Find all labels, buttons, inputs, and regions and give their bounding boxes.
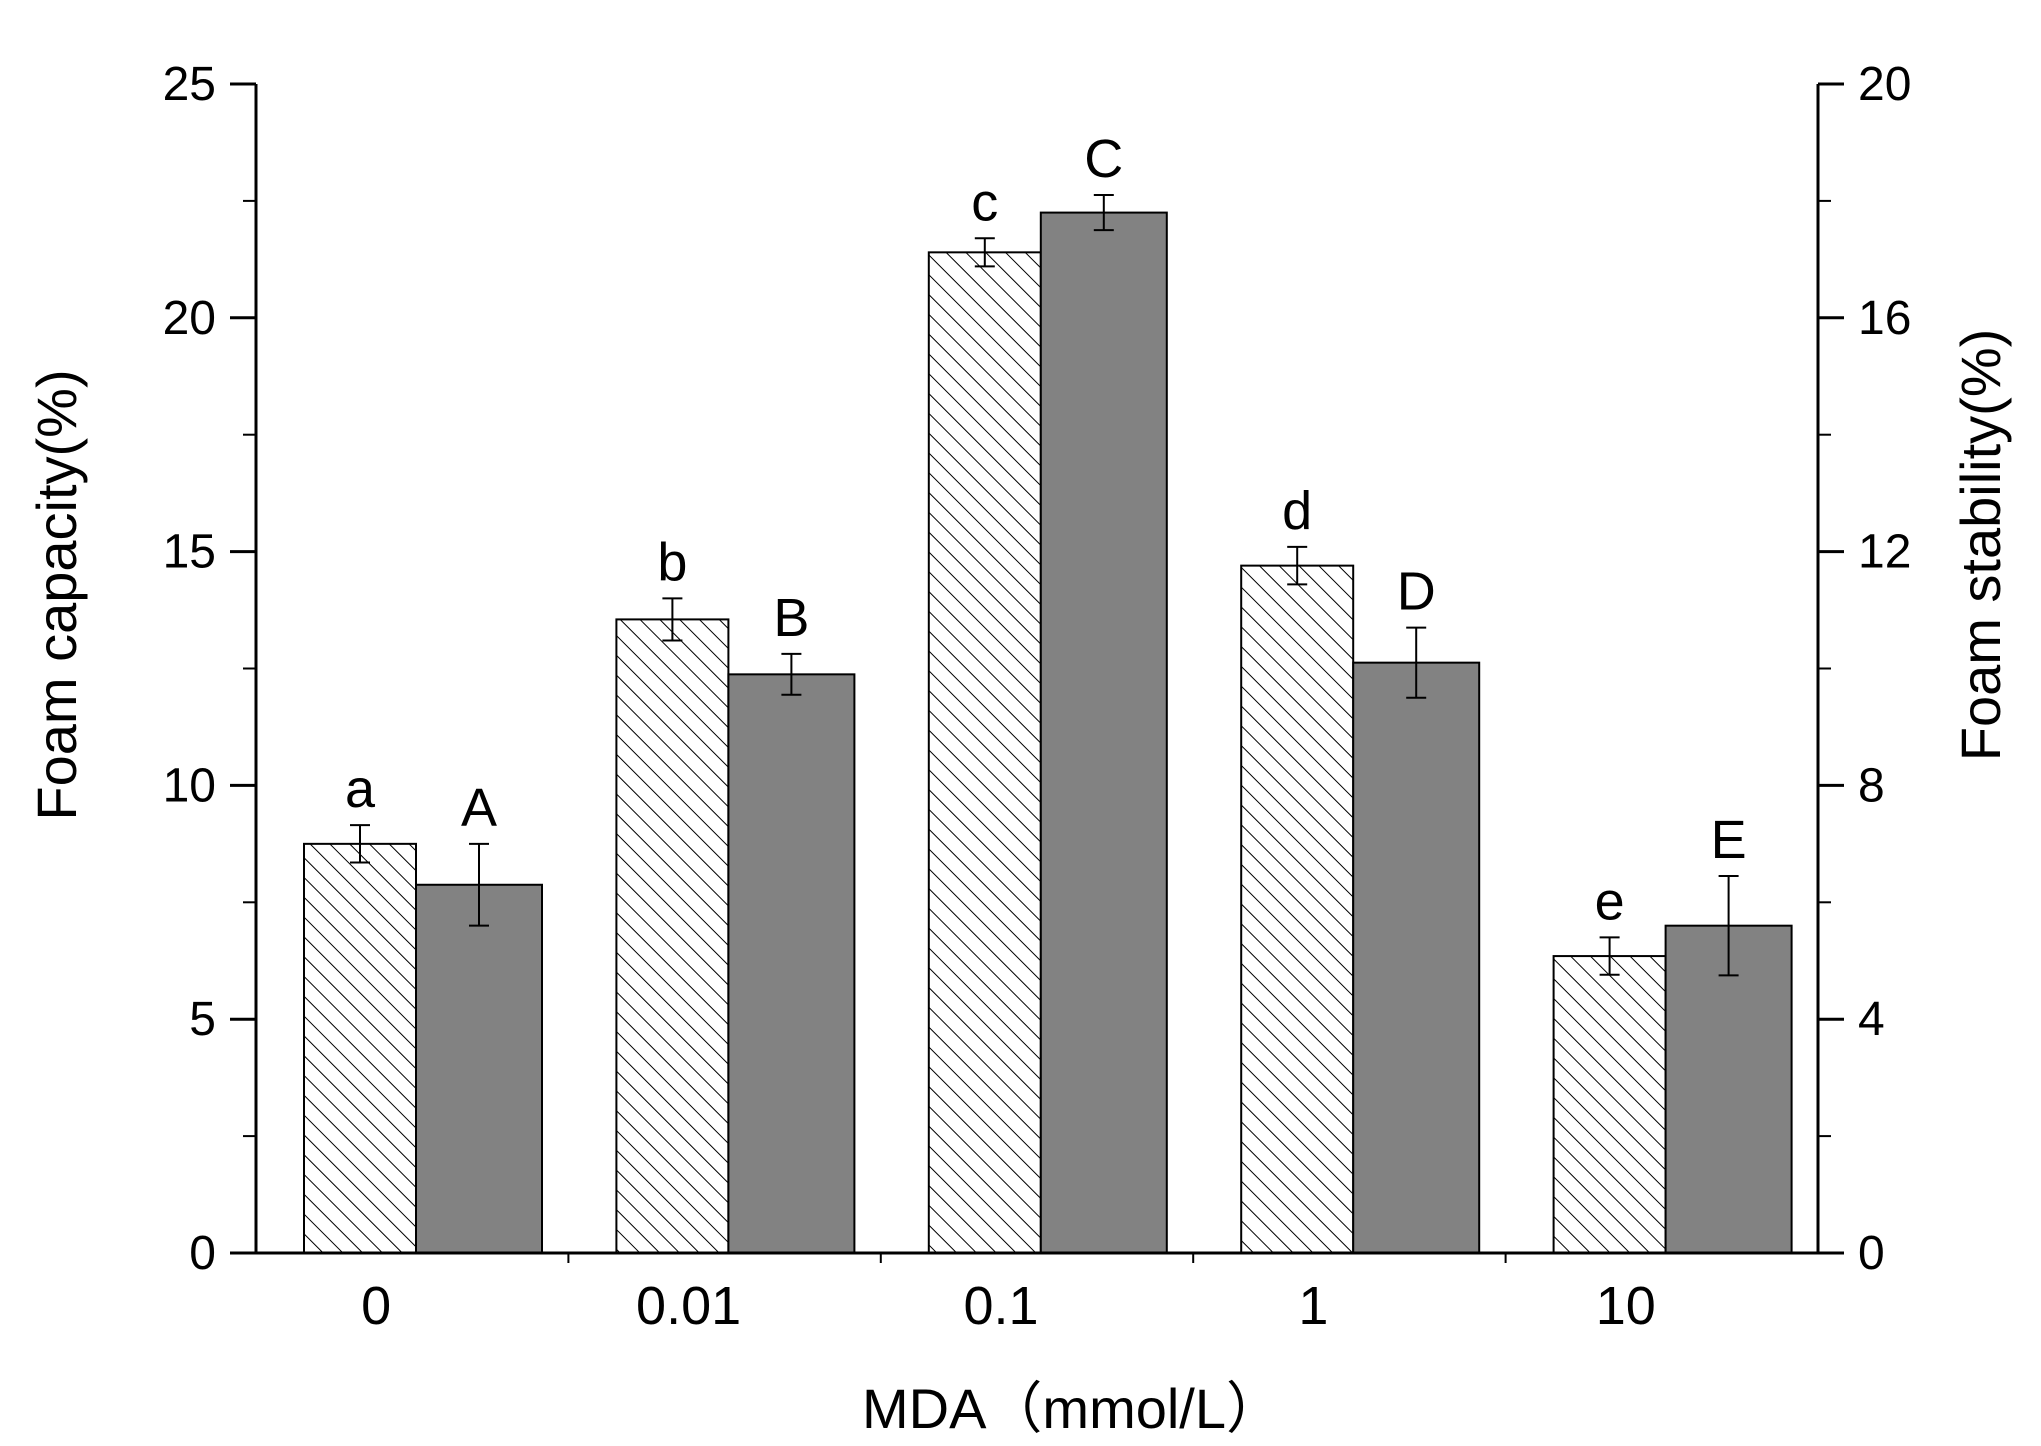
bar-foam-capacity-0: [303, 842, 417, 1254]
sig-label-foam-stability-3: D: [1397, 562, 1436, 622]
x-tick-label-0: 0: [361, 1276, 391, 1336]
y2-tick-label-4: 16: [1858, 292, 1911, 345]
sig-label-foam-capacity-1: b: [657, 532, 687, 592]
y2-tick-label-5: 20: [1858, 58, 1911, 111]
labels-layer: a A 0 b B 0.01 c C 0.1 d D 1 e E 10 0 5 10 15 20 25 0 4 8 12 16 20: [163, 58, 1912, 1336]
x-tick-label-2: 0.1: [963, 1276, 1038, 1336]
sig-label-foam-capacity-2: c: [971, 172, 998, 232]
x-tick-label-3: 1: [1298, 1276, 1328, 1336]
sig-label-foam-stability-2: C: [1084, 129, 1123, 189]
error-bars-layer: [350, 194, 1739, 977]
sig-label-foam-capacity-0: a: [345, 759, 376, 819]
y2-tick-label-1: 4: [1858, 993, 1885, 1046]
x-tick-label-4: 10: [1596, 1276, 1656, 1336]
bar-foam-stability-2: [1039, 211, 1168, 1255]
y2-tick-label-2: 8: [1858, 759, 1885, 812]
y2-axis-title: Foam stability(%): [1949, 329, 2012, 762]
bar-foam-stability-3: [1352, 661, 1481, 1254]
y-tick-label-3: 15: [163, 526, 216, 579]
sig-label-foam-stability-0: A: [461, 778, 497, 838]
y-tick-label-5: 25: [163, 58, 216, 111]
bar-foam-stability-1: [727, 673, 856, 1254]
bar-foam-capacity-3: [1240, 564, 1355, 1254]
y2-tick-label-3: 12: [1858, 526, 1911, 579]
x-tick-label-1: 0.01: [636, 1276, 741, 1336]
bar-foam-capacity-4: [1552, 955, 1667, 1254]
sig-label-foam-stability-4: E: [1711, 810, 1747, 870]
sig-label-foam-capacity-4: e: [1595, 871, 1625, 931]
bar-foam-capacity-2: [927, 251, 1042, 1254]
axes-layer: [230, 82, 1844, 1263]
bar-foam-stability-0: [415, 883, 543, 1254]
y-axis-title: Foam capacity(%): [25, 369, 88, 820]
y2-tick-label-0: 0: [1858, 1227, 1885, 1280]
bar-foam-capacity-1: [615, 618, 730, 1254]
x-axis-title: MDA（mmol/L）: [862, 1377, 1282, 1440]
bars-layer: [303, 211, 1793, 1255]
sig-label-foam-capacity-3: d: [1282, 481, 1312, 541]
y-tick-label-2: 10: [163, 759, 216, 812]
bar-foam-stability-4: [1664, 924, 1793, 1254]
y-tick-label-0: 0: [189, 1227, 216, 1280]
y-tick-label-1: 5: [189, 993, 216, 1046]
sig-label-foam-stability-1: B: [773, 588, 809, 648]
y-tick-label-4: 20: [163, 292, 216, 345]
